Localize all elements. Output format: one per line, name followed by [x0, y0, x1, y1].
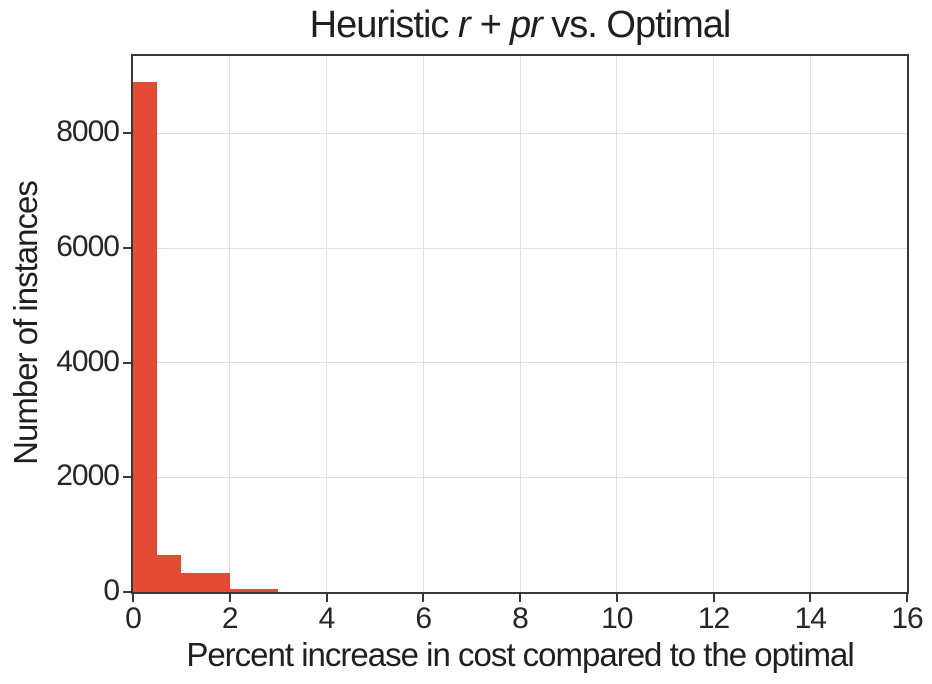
x-gridline	[809, 56, 811, 592]
y-tick	[123, 361, 131, 364]
y-gridline	[133, 247, 907, 249]
x-gridline	[906, 56, 907, 592]
x-tick-label: 12	[697, 602, 730, 635]
y-tick-label: 0	[103, 574, 120, 607]
x-tick	[228, 594, 231, 602]
y-axis-label: Number of instances	[7, 181, 44, 465]
y-tick-label: 4000	[56, 344, 120, 378]
x-gridline	[616, 56, 618, 592]
x-tick-label: 2	[221, 602, 239, 635]
y-gridline	[133, 362, 907, 364]
x-tick	[325, 594, 328, 602]
histogram-bar	[181, 573, 206, 592]
chart-title-suffix: vs. Optimal	[541, 4, 731, 46]
histogram-bar	[229, 589, 254, 592]
x-axis-label: Percent increase in cost compared to the…	[186, 636, 854, 673]
histogram-bar	[133, 81, 158, 592]
y-gridline	[133, 132, 907, 134]
x-tick	[906, 594, 908, 602]
x-gridline	[713, 56, 714, 592]
chart-title-prefix: Heuristic	[309, 4, 458, 46]
histogram-bar	[253, 589, 279, 592]
x-tick	[519, 594, 521, 602]
x-tick-label: 0	[125, 602, 142, 635]
histogram-bar	[205, 573, 230, 592]
plot-inner	[133, 56, 907, 592]
y-gridline	[133, 476, 907, 478]
x-tick-label: 16	[891, 602, 923, 635]
y-tick	[123, 247, 131, 250]
x-tick-label: 10	[601, 602, 633, 635]
x-tick-label: 14	[794, 602, 827, 635]
x-tick	[712, 594, 715, 602]
x-gridline	[229, 56, 231, 592]
x-tick	[615, 594, 618, 602]
x-tick-label: 6	[415, 602, 432, 635]
x-tick	[132, 594, 134, 602]
y-tick	[123, 476, 131, 479]
x-tick-label: 8	[512, 602, 529, 635]
y-tick-label: 8000	[56, 115, 120, 149]
x-tick	[422, 594, 425, 602]
x-tick	[809, 594, 812, 602]
plot-area	[131, 54, 909, 594]
histogram-bar	[157, 554, 182, 592]
y-tick-label: 6000	[56, 230, 120, 264]
chart-title-math: r + pr	[458, 4, 543, 46]
chart-title: Heuristic r + pr vs. Optimal	[131, 4, 909, 47]
x-tick-label: 4	[318, 602, 336, 635]
y-tick-label: 2000	[56, 459, 120, 493]
x-gridline	[519, 56, 521, 592]
x-gridline	[422, 56, 424, 592]
y-tick	[123, 132, 131, 135]
y-tick	[123, 591, 131, 593]
x-gridline	[326, 56, 327, 592]
